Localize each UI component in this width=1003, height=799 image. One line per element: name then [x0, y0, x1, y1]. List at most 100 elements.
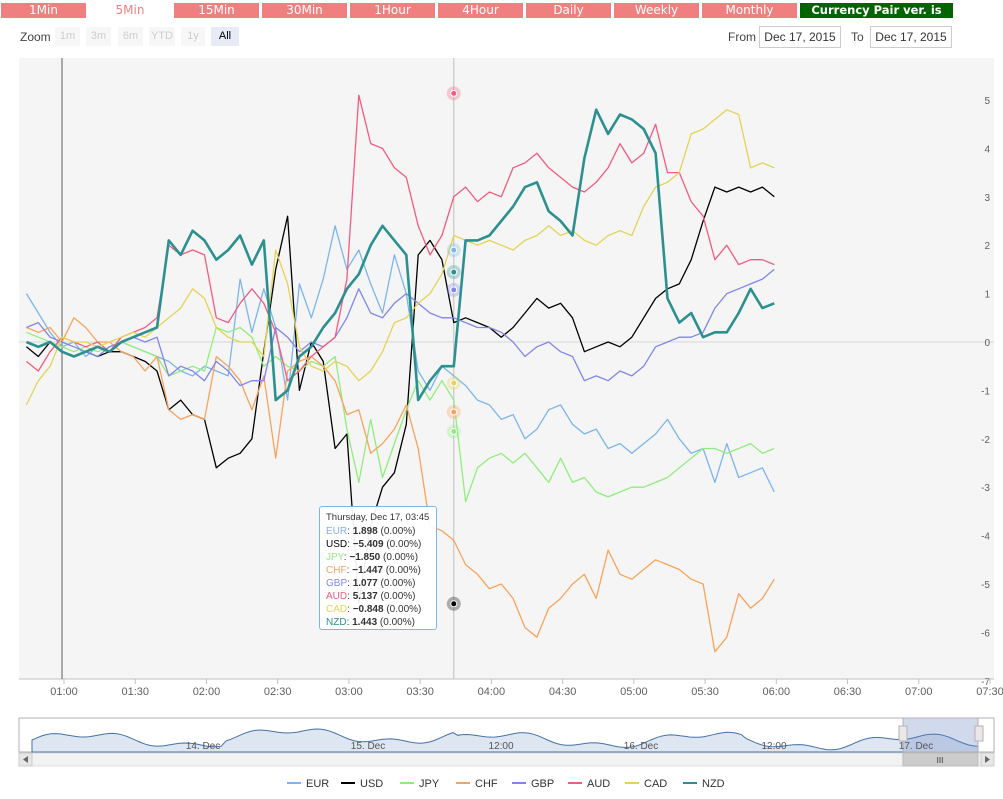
zoom-button-all[interactable]: All — [211, 27, 239, 46]
navigator-handle-right[interactable] — [974, 725, 984, 742]
from-label: From — [728, 30, 756, 44]
legend-swatch — [287, 782, 301, 785]
legend-item-chf[interactable]: CHF — [456, 778, 498, 790]
legend-label: EUR — [306, 778, 330, 790]
tab-1hour[interactable]: 1Hour — [350, 3, 435, 18]
y-tick-label: -5 — [981, 580, 990, 591]
hover-marker-usd — [450, 600, 458, 608]
legend-label: CHF — [475, 778, 498, 790]
tooltip-change: (0.00%) — [377, 578, 416, 589]
legend-swatch — [625, 782, 639, 785]
timeframe-tabs: 1Min 5Min 15Min 30Min 1Hour 4Hour Daily Weekly M… — [0, 0, 1003, 32]
tab-daily[interactable]: Daily — [526, 3, 611, 18]
legend-label: GBP — [531, 778, 555, 790]
zoom-toolbar: Zoom 1m 3m 6m YTD 1y All From Dec 17, 2015 To… — [0, 22, 1003, 52]
tooltip-series-name: NZD — [326, 617, 347, 628]
tooltip-value: 1.898 — [352, 526, 378, 537]
tooltip-row-cad: CAD: −0.848 (0.00%) — [326, 604, 422, 615]
tooltip-series-name: USD — [326, 539, 348, 550]
y-tick-label: 1 — [984, 290, 990, 301]
navigator-label: 17. Dec — [899, 741, 933, 752]
tab-1min[interactable]: 1Min — [1, 3, 86, 18]
zoom-button-1m[interactable]: 1m — [55, 27, 80, 46]
x-tick-label: 07:00 — [905, 686, 933, 698]
zoom-button-6m[interactable]: 6m — [118, 27, 143, 46]
series-line-jpy[interactable] — [26, 326, 775, 503]
x-tick-label: 02:30 — [264, 686, 292, 698]
tooltip-row-jpy: JPY: −1.850 (0.00%) — [326, 552, 419, 563]
tooltip-value: −5.409 — [352, 539, 384, 550]
from-date-input[interactable]: Dec 17, 2015 — [759, 26, 841, 48]
tab-15min[interactable]: 15Min — [174, 3, 259, 18]
navigator-label: 14. Dec — [186, 741, 220, 752]
tooltip-series-name: JPY — [326, 552, 344, 563]
plot-background — [19, 58, 994, 679]
y-tick-label: 2 — [984, 241, 990, 252]
legend-item-cad[interactable]: CAD — [625, 778, 667, 790]
series-group — [25, 94, 775, 653]
series-line-chf[interactable] — [26, 317, 775, 653]
tooltip-series-name: CHF — [326, 565, 347, 576]
x-tick-label: 04:00 — [478, 686, 506, 698]
y-tick-label: -4 — [981, 532, 990, 543]
zoom-label: Zoom — [20, 30, 51, 44]
tab-monthly[interactable]: Monthly — [702, 3, 797, 18]
legend-item-nzd[interactable]: NZD — [683, 778, 725, 790]
zoom-button-1y[interactable]: 1y — [181, 27, 205, 46]
scrollbar-track[interactable] — [18, 752, 995, 767]
legend-item-jpy[interactable]: JPY — [400, 778, 439, 790]
series-line-gbp[interactable] — [26, 268, 775, 387]
x-tick-label: 01:30 — [121, 686, 149, 698]
y-tick-label: -1 — [981, 386, 990, 397]
tooltip-series-name: EUR — [326, 526, 348, 537]
y-tick-label: -2 — [981, 435, 990, 446]
tooltip-row-eur: EUR: 1.898 (0.00%) — [326, 526, 416, 537]
navigator-label: 12:00 — [488, 741, 513, 752]
tab-4hour[interactable]: 4Hour — [438, 3, 523, 18]
hover-marker-chf — [450, 408, 458, 416]
scrollbar-thumb[interactable] — [902, 752, 979, 767]
series-line-cad[interactable] — [25, 109, 775, 406]
navigator-label: 12:00 — [761, 741, 786, 752]
hover-marker-nzd — [450, 268, 458, 276]
navigator-handle-left[interactable] — [898, 725, 908, 742]
navigator-label: 16. Dec — [624, 741, 658, 752]
zoom-button-ytd[interactable]: YTD — [149, 27, 175, 46]
legend-label: USD — [360, 778, 384, 790]
tab-30min[interactable]: 30Min — [262, 3, 347, 18]
tab-5min[interactable]: 5Min — [89, 3, 171, 18]
tab-weekly[interactable]: Weekly — [614, 3, 699, 18]
tooltip-value: 5.137 — [352, 591, 378, 602]
tooltip-value: 1.443 — [352, 617, 378, 628]
x-tick-label: 06:30 — [834, 686, 862, 698]
chart-legend: EUR USD JPY CHF GBP AUD CAD NZD — [0, 770, 1003, 798]
legend-label: JPY — [419, 778, 440, 790]
tooltip-change: (0.00%) — [383, 565, 421, 576]
to-label: To — [851, 30, 864, 44]
zoom-button-3m[interactable]: 3m — [86, 27, 111, 46]
navigator-selection[interactable] — [902, 717, 979, 753]
series-line-usd[interactable] — [25, 186, 775, 605]
chart-tooltip: Thursday, Dec 17, 03:45 EUR: 1.898 (0.00… — [319, 506, 437, 630]
legend-swatch — [683, 782, 697, 785]
tooltip-change: (0.00%) — [377, 617, 415, 628]
legend-item-aud[interactable]: AUD — [568, 778, 610, 790]
to-date-input[interactable]: Dec 17, 2015 — [870, 26, 952, 48]
tooltip-row-gbp: GBP: 1.077 (0.00%) — [326, 578, 416, 589]
legend-item-eur[interactable]: EUR — [287, 778, 329, 790]
x-tick-label: 05:00 — [620, 686, 648, 698]
scrollbar-grip-label: III — [937, 756, 944, 765]
tooltip-value: −0.848 — [352, 604, 384, 615]
tab-currency-pair-ver-is-here[interactable]: Currency Pair ver. is here — [800, 3, 953, 32]
hover-marker-gbp — [450, 286, 458, 294]
legend-item-usd[interactable]: USD — [341, 778, 383, 790]
tooltip-row-aud: AUD: 5.137 (0.00%) — [326, 591, 416, 602]
tooltip-series-name: AUD — [326, 591, 348, 602]
legend-swatch — [568, 782, 582, 785]
legend-item-gbp[interactable]: GBP — [512, 778, 554, 790]
tooltip-change: (0.00%) — [380, 552, 419, 563]
legend-swatch — [341, 782, 355, 785]
hover-marker-aud — [450, 89, 458, 97]
series-line-nzd[interactable] — [25, 108, 775, 402]
